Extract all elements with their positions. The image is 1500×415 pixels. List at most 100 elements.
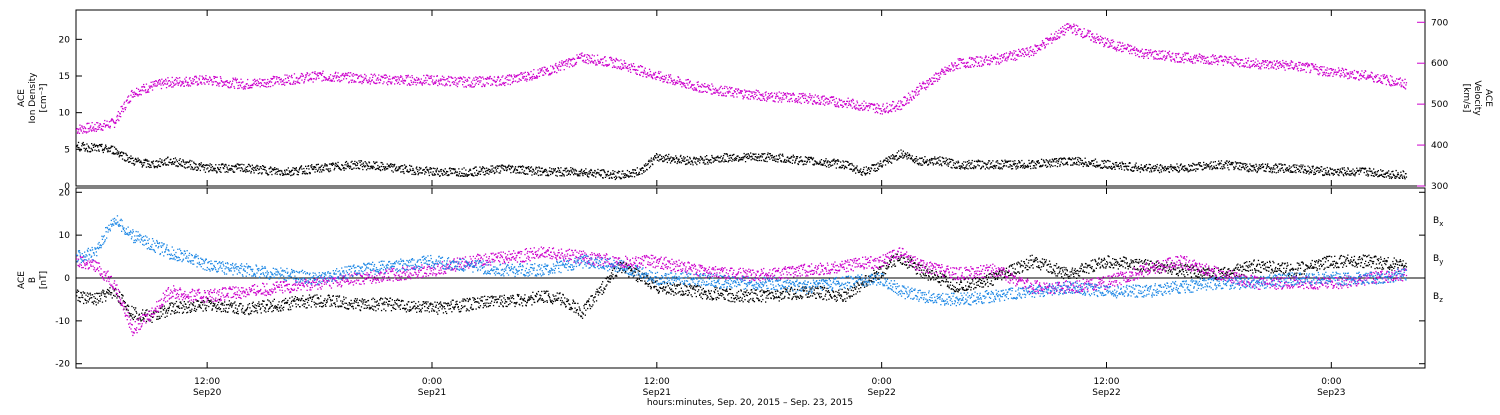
- velocity-point: [603, 65, 604, 66]
- density-point: [971, 162, 972, 163]
- velocity-point: [109, 127, 110, 128]
- velocity-point: [1379, 80, 1380, 81]
- velocity-point: [1381, 81, 1382, 82]
- density-point: [303, 171, 304, 172]
- density-point: [99, 151, 100, 152]
- velocity-point: [142, 86, 143, 87]
- density-point: [779, 155, 780, 156]
- density-point: [367, 168, 368, 169]
- velocity-point: [501, 84, 502, 85]
- velocity-point: [352, 76, 353, 77]
- density-point: [744, 156, 745, 157]
- velocity-point: [332, 80, 333, 81]
- velocity-point: [1077, 34, 1078, 35]
- velocity-point: [201, 83, 202, 84]
- density-point: [705, 156, 706, 157]
- velocity-point: [925, 89, 926, 90]
- velocity-point: [559, 62, 560, 63]
- velocity-point: [781, 101, 782, 102]
- velocity-point: [1150, 52, 1151, 53]
- velocity-point: [928, 80, 929, 81]
- velocity-point: [753, 97, 754, 98]
- velocity-point: [343, 73, 344, 74]
- velocity-point: [847, 107, 848, 108]
- density-point: [1033, 162, 1034, 163]
- density-point: [786, 160, 787, 161]
- velocity-point: [372, 79, 373, 80]
- velocity-point: [620, 59, 621, 60]
- velocity-point: [1238, 59, 1239, 60]
- density-point: [610, 174, 611, 175]
- velocity-point: [659, 73, 660, 74]
- density-point: [253, 167, 254, 168]
- velocity-point: [1064, 34, 1065, 35]
- velocity-point: [361, 76, 362, 77]
- velocity-point: [1142, 49, 1143, 50]
- density-point: [445, 168, 446, 169]
- velocity-point: [961, 62, 962, 63]
- density-point: [1003, 163, 1004, 164]
- velocity-point: [829, 100, 830, 101]
- density-point: [302, 173, 303, 174]
- velocity-point: [650, 74, 651, 75]
- velocity-point: [518, 81, 519, 82]
- density-point: [727, 154, 728, 155]
- velocity-point: [707, 86, 708, 87]
- velocity-point: [726, 95, 727, 96]
- velocity-point: [670, 74, 671, 75]
- velocity-point: [1223, 65, 1224, 66]
- density-point: [908, 157, 909, 158]
- velocity-point: [1231, 58, 1232, 59]
- density-point: [892, 154, 893, 155]
- velocity-point: [640, 75, 641, 76]
- velocity-point: [934, 74, 935, 75]
- density-point: [149, 164, 150, 165]
- density-point: [293, 173, 294, 174]
- density-point: [514, 169, 515, 170]
- density-point: [572, 172, 573, 173]
- velocity-point: [751, 93, 752, 94]
- velocity-point: [1264, 67, 1265, 68]
- velocity-point: [809, 97, 810, 98]
- density-point: [714, 160, 715, 161]
- density-point: [218, 164, 219, 165]
- velocity-point: [202, 76, 203, 77]
- density-point: [982, 161, 983, 162]
- velocity-point: [248, 85, 249, 86]
- velocity-point: [1078, 30, 1079, 31]
- density-point: [394, 165, 395, 166]
- velocity-point: [720, 87, 721, 88]
- density-point: [108, 151, 109, 152]
- density-point: [246, 167, 247, 168]
- velocity-point: [1006, 52, 1007, 53]
- velocity-point: [1328, 73, 1329, 74]
- velocity-point: [165, 79, 166, 80]
- density-point: [926, 162, 927, 163]
- velocity-point: [529, 79, 530, 80]
- velocity-point: [133, 96, 134, 97]
- density-point: [857, 170, 858, 171]
- density-point: [86, 148, 87, 149]
- density-point: [988, 168, 989, 169]
- velocity-point: [282, 81, 283, 82]
- velocity-point: [1169, 51, 1170, 52]
- density-point: [130, 155, 131, 156]
- velocity-point: [1011, 52, 1012, 53]
- velocity-point: [398, 78, 399, 79]
- velocity-point: [870, 106, 871, 107]
- density-point: [593, 175, 594, 176]
- velocity-point: [160, 80, 161, 81]
- velocity-point: [706, 86, 707, 87]
- velocity-point: [616, 58, 617, 59]
- velocity-point: [1071, 26, 1072, 27]
- velocity-point: [386, 75, 387, 76]
- density-point: [200, 164, 201, 165]
- density-point: [838, 161, 839, 162]
- velocity-point: [1363, 76, 1364, 77]
- velocity-point: [176, 80, 177, 81]
- density-point: [327, 165, 328, 166]
- velocity-point: [257, 85, 258, 86]
- velocity-point: [199, 79, 200, 80]
- velocity-point: [848, 105, 849, 106]
- velocity-point: [173, 83, 174, 84]
